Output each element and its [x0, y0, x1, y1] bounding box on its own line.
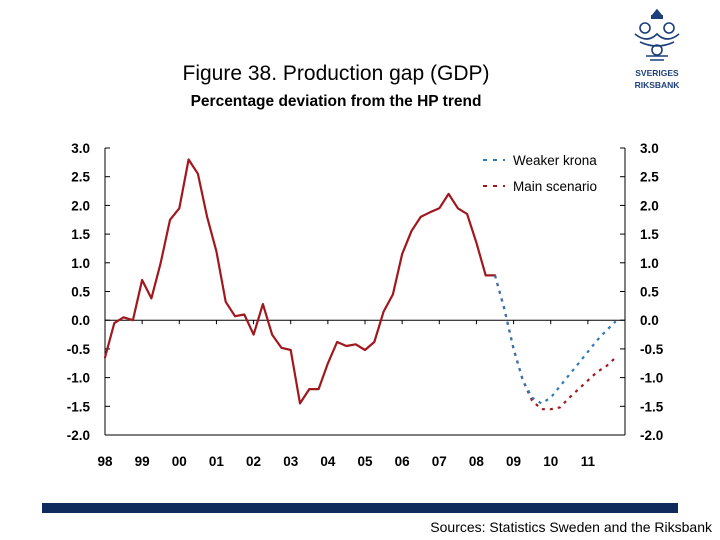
- y-tick-label-left: -1.0: [67, 371, 90, 386]
- x-tick-label: 10: [543, 454, 558, 469]
- y-tick-label-left: 1.5: [71, 227, 90, 242]
- x-tick-label: 03: [283, 454, 299, 469]
- x-tick-label: 98: [97, 454, 113, 469]
- y-tick-label-right: 2.0: [640, 198, 659, 213]
- tick-labels: 3.0 3.0 2.5 2.5 2.0 2.0 1.5 1.5 1.0 1.0 0.5 0.5 0.0 0…: [67, 141, 664, 469]
- y-tick-label-right: 1.5: [640, 227, 659, 242]
- y-tick-label-right: -1.0: [640, 371, 663, 386]
- x-tick-label: 07: [432, 454, 447, 469]
- x-tick-label: 06: [395, 454, 411, 469]
- y-tick-label-left: -0.5: [67, 342, 91, 357]
- y-tick-label-left: 0.5: [71, 285, 90, 300]
- chart-subtitle: Percentage deviation from the HP trend: [190, 93, 482, 110]
- y-tick-label-right: 1.0: [640, 256, 659, 271]
- riksbank-logo-icon: SVERIGES RIKSBANK: [634, 8, 681, 90]
- y-tick-label-left: -1.5: [67, 399, 91, 414]
- logo-line1-text: SVERIGES: [635, 68, 679, 78]
- y-tick-label-right: 3.0: [640, 141, 659, 156]
- y-tick-label-left: 2.0: [71, 198, 90, 213]
- y-tick-label-right: 2.5: [640, 170, 659, 185]
- y-tick-label-left: 3.0: [71, 141, 90, 156]
- x-tick-label: 05: [357, 454, 373, 469]
- y-tick-label-right: 0.0: [640, 313, 659, 328]
- weaker-krona-dashed-line: [493, 275, 617, 405]
- legend-label: Weaker krona: [513, 153, 597, 168]
- y-tick-label-left: 2.5: [71, 170, 90, 185]
- main-scenario-dashed-line: [493, 275, 617, 411]
- y-tick-label-right: -0.5: [640, 342, 664, 357]
- x-tick-label: 99: [135, 454, 150, 469]
- legend: Weaker krona Main scenario: [483, 153, 597, 194]
- legend-label: Main scenario: [513, 179, 597, 194]
- y-tick-label-left: -2.0: [67, 428, 90, 443]
- y-tick-label-left: 0.0: [71, 313, 90, 328]
- footer-bar: [42, 503, 678, 513]
- x-tick-label: 02: [246, 454, 261, 469]
- x-tick-label: 08: [469, 454, 485, 469]
- x-tick-label: 11: [581, 454, 596, 469]
- y-tick-label-right: -1.5: [640, 399, 664, 414]
- source-note: Sources: Statistics Sweden and the Riksb…: [430, 519, 712, 535]
- chart-canvas: 3.0 3.0 2.5 2.5 2.0 2.0 1.5 1.5 1.0 1.0 0.5 0.5 0.0 0…: [67, 141, 664, 469]
- y-tick-label-right: 0.5: [640, 285, 659, 300]
- x-tick-label: 01: [209, 454, 225, 469]
- y-tick-label-left: 1.0: [71, 256, 90, 271]
- axes: [104, 147, 626, 436]
- x-tick-label: 00: [172, 454, 187, 469]
- logo-line2-text: RIKSBANK: [635, 80, 681, 90]
- x-tick-label: 04: [320, 454, 336, 469]
- x-tick-label: 09: [506, 454, 521, 469]
- series: [103, 158, 617, 411]
- chart-title: Figure 38. Production gap (GDP): [182, 62, 490, 85]
- main-scenario-solid-line: [103, 158, 497, 405]
- y-tick-label-right: -2.0: [640, 428, 663, 443]
